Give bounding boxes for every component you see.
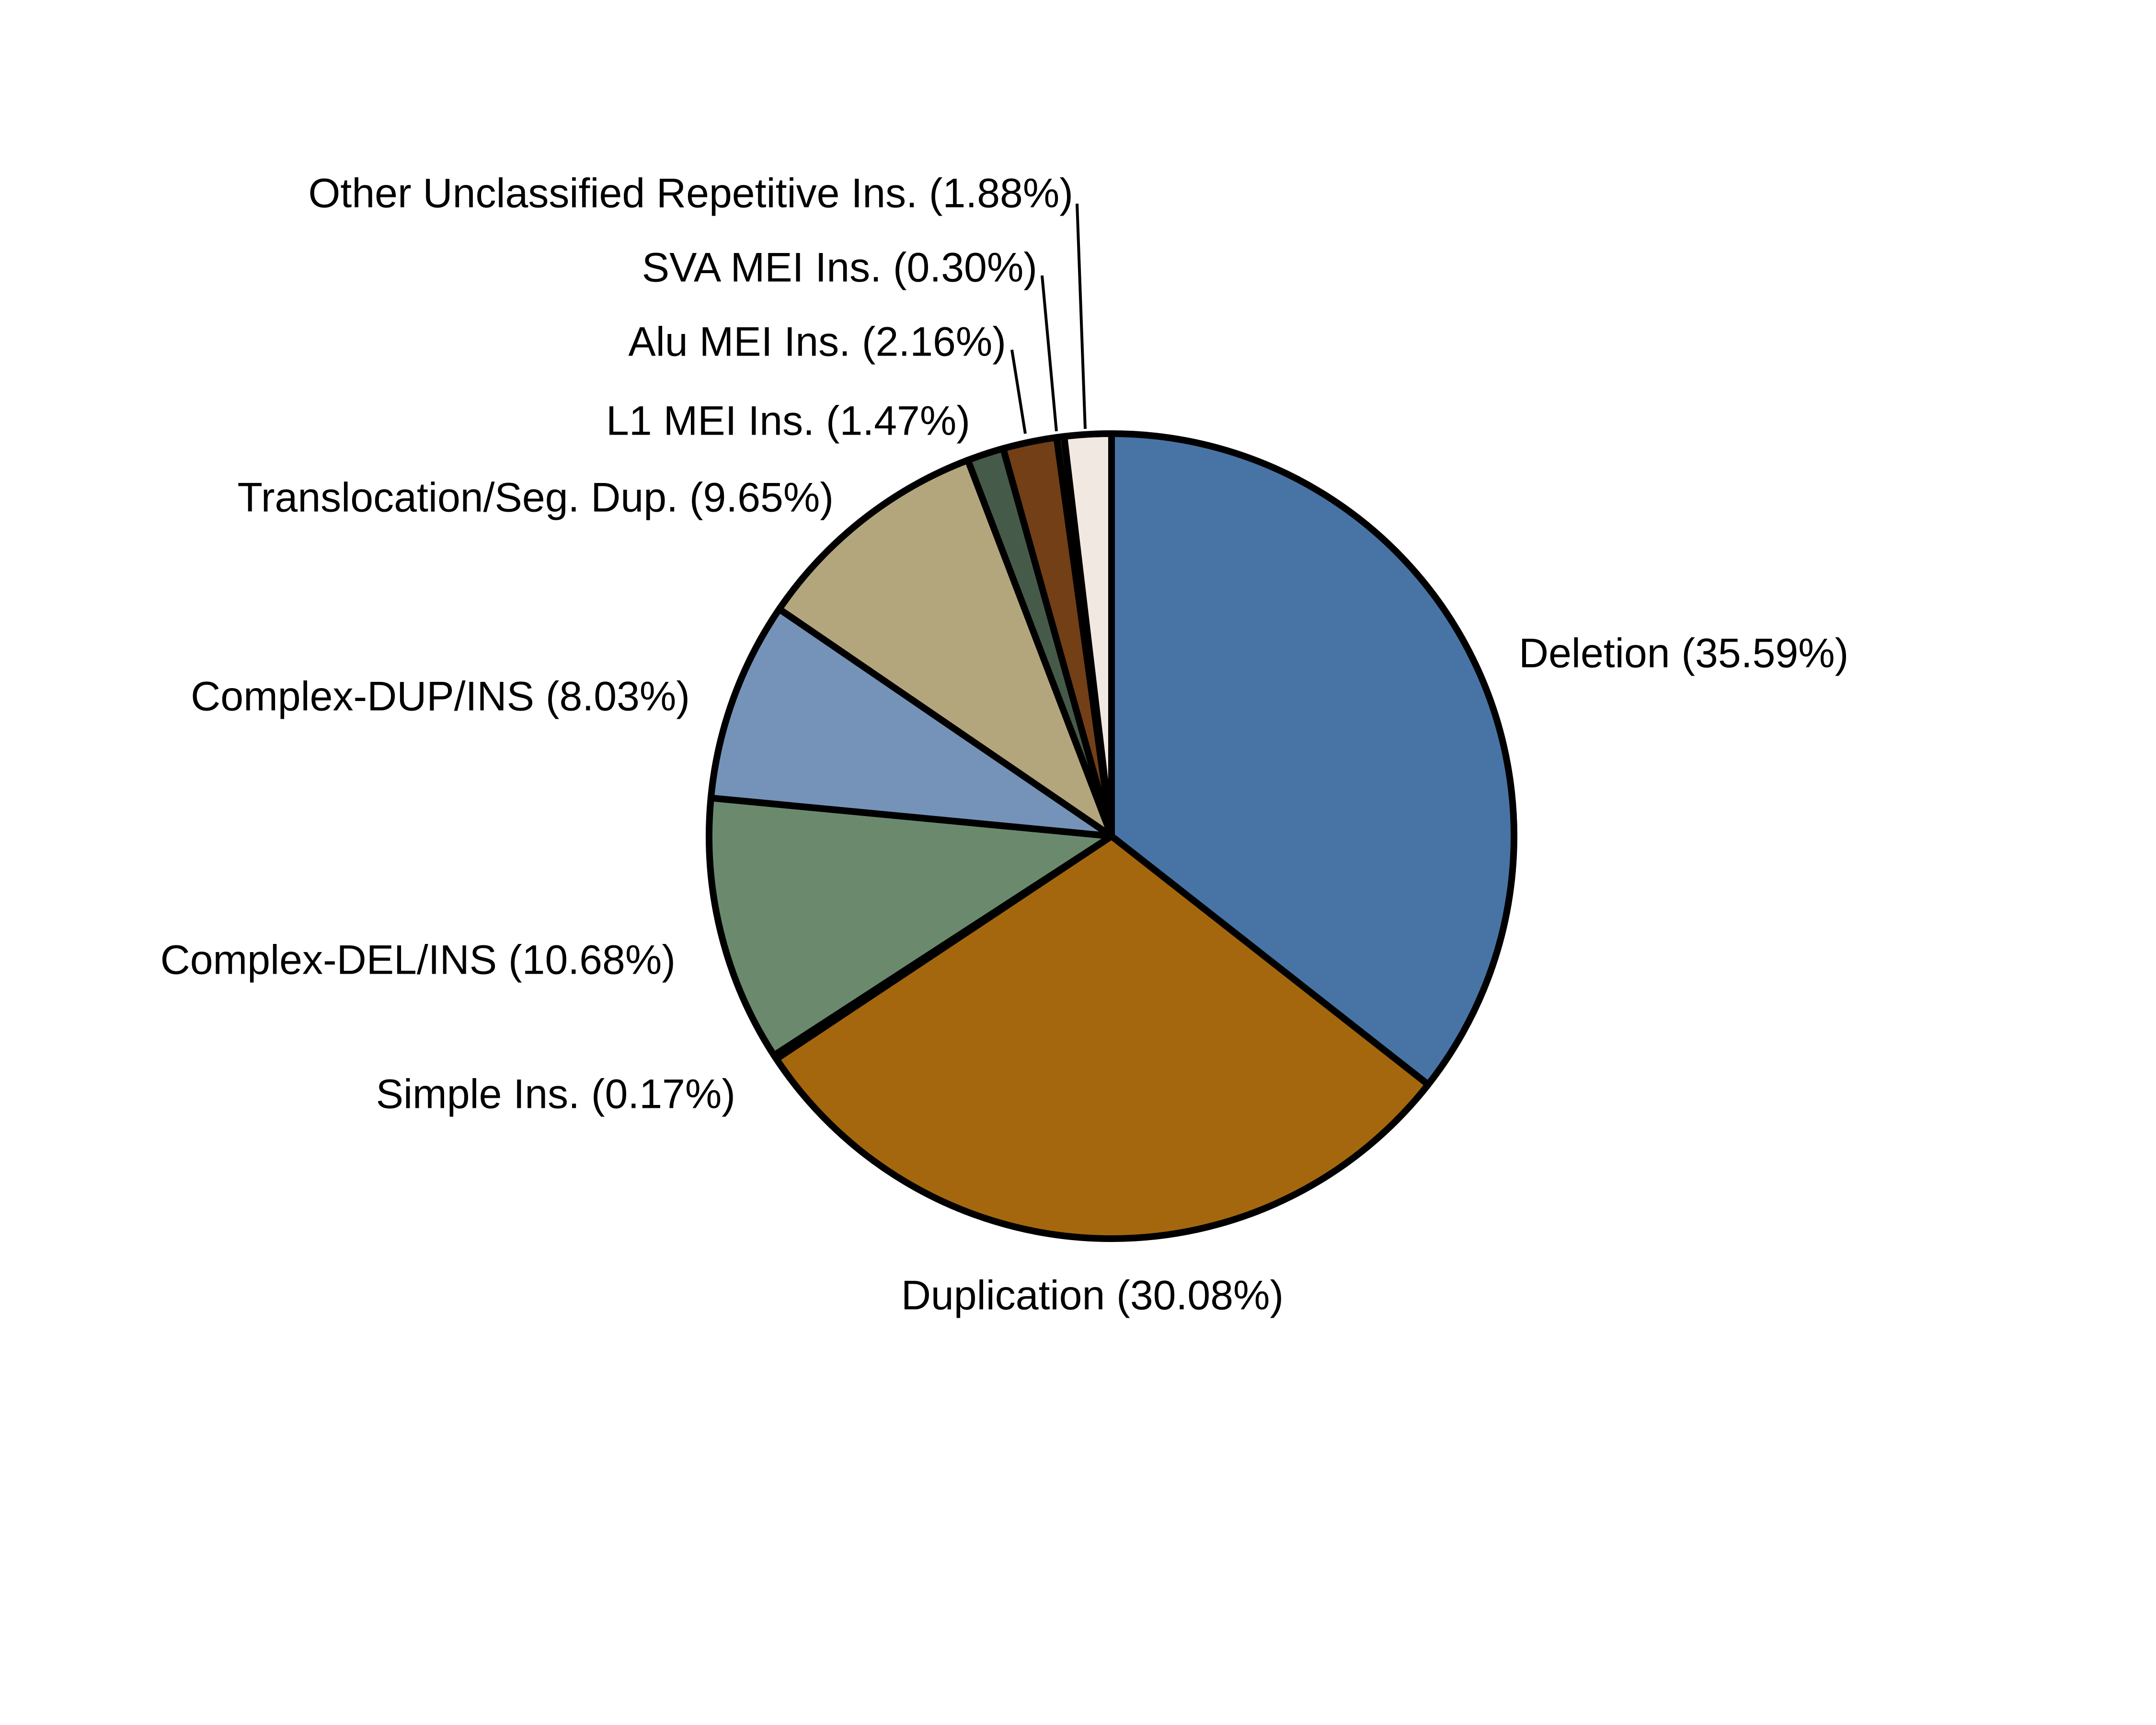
pie-slices <box>706 430 1517 1242</box>
label-duplication: Duplication (30.08%) <box>901 1273 1284 1319</box>
label-complex-dup-ins: Complex-DUP/INS (8.03%) <box>191 674 690 720</box>
slice-duplication <box>773 833 1432 1242</box>
label-translocation-seg-dup: Translocation/Seg. Dup. (9.65%) <box>238 475 834 521</box>
slice-other-unclassified-repetitive-ins <box>1061 430 1115 840</box>
slice-complex-dup-ins <box>707 606 1115 840</box>
label-l1-mei-ins: L1 MEI Ins. (1.47%) <box>606 398 970 444</box>
slice-translocation-seg-dup <box>776 457 1115 840</box>
leader-lines <box>1010 203 1087 434</box>
label-simple-ins: Simple Ins. (0.17%) <box>376 1071 735 1117</box>
leader-other-unclassified-repetitive-ins <box>1076 203 1087 429</box>
label-other-unclassified-repetitive-ins: Other Unclassified Repetitive Ins. (1.88… <box>309 171 1073 217</box>
leader-sva-mei-ins <box>1041 275 1058 432</box>
label-complex-del-ins: Complex-DEL/INS (10.68%) <box>161 937 676 983</box>
label-sva-mei-ins: SVA MEI Ins. (0.30%) <box>642 245 1037 291</box>
label-deletion: Deletion (35.59%) <box>1519 631 1848 677</box>
label-alu-mei-ins: Alu MEI Ins. (2.16%) <box>628 319 1006 365</box>
slice-complex-del-ins <box>706 794 1115 1059</box>
slice-labels: Deletion (35.59%) Duplication (30.08%) S… <box>161 171 1849 1319</box>
slice-deletion <box>1108 430 1517 1088</box>
leader-alu-mei-ins <box>1010 349 1027 434</box>
